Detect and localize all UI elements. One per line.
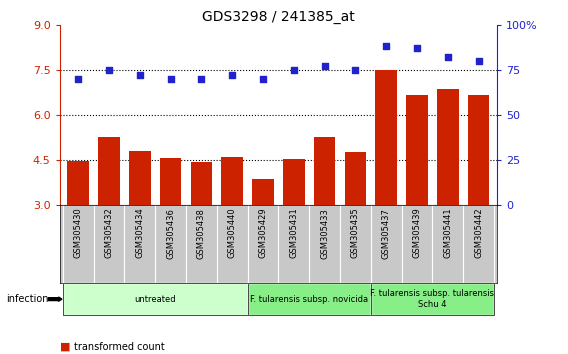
Bar	[467, 95, 489, 205]
Bar	[345, 152, 366, 205]
Point	[258, 76, 268, 82]
Text: F. tularensis subsp. novicida: F. tularensis subsp. novicida	[250, 295, 368, 304]
Text: GSM305438: GSM305438	[197, 208, 206, 258]
Text: GSM305437: GSM305437	[382, 208, 391, 258]
Text: GSM305429: GSM305429	[258, 208, 268, 258]
Bar	[62, 283, 248, 315]
Point	[412, 45, 421, 51]
Bar	[371, 283, 494, 315]
Text: GSM305439: GSM305439	[412, 208, 421, 258]
Point	[166, 76, 175, 82]
Text: GSM305435: GSM305435	[351, 208, 360, 258]
Text: GSM305441: GSM305441	[443, 208, 452, 258]
Bar	[248, 283, 371, 315]
Text: ■: ■	[60, 342, 70, 352]
Bar	[371, 283, 494, 315]
Text: GSM305442: GSM305442	[474, 208, 483, 258]
Point	[443, 55, 452, 60]
Text: GSM305433: GSM305433	[320, 208, 329, 258]
Bar	[62, 283, 248, 315]
Title: GDS3298 / 241385_at: GDS3298 / 241385_at	[202, 10, 354, 24]
Bar	[98, 137, 120, 205]
Text: GSM305440: GSM305440	[228, 208, 237, 258]
Point	[74, 76, 83, 82]
Bar	[314, 137, 335, 205]
Text: GSM305436: GSM305436	[166, 208, 175, 258]
Text: F. tularensis subsp. tularensis
Schu 4: F. tularensis subsp. tularensis Schu 4	[370, 290, 494, 309]
Point	[135, 73, 144, 78]
Point	[289, 67, 298, 73]
Text: untreated: untreated	[134, 295, 176, 304]
Bar	[406, 95, 428, 205]
Bar	[252, 179, 274, 205]
Text: GSM305431: GSM305431	[289, 208, 298, 258]
Point	[320, 63, 329, 69]
Point	[105, 67, 114, 73]
Point	[382, 44, 391, 49]
Bar	[222, 156, 243, 205]
Bar	[190, 162, 212, 205]
Bar	[129, 150, 151, 205]
Bar	[437, 88, 458, 205]
Bar	[248, 283, 371, 315]
Text: GSM305434: GSM305434	[135, 208, 144, 258]
Text: GSM305432: GSM305432	[105, 208, 114, 258]
Bar	[160, 158, 181, 205]
Point	[474, 58, 483, 64]
Text: transformed count: transformed count	[74, 342, 165, 352]
Bar	[283, 159, 304, 205]
Text: GSM305430: GSM305430	[74, 208, 82, 258]
Bar	[375, 70, 397, 205]
Text: infection: infection	[6, 294, 48, 304]
Point	[351, 67, 360, 73]
Point	[197, 76, 206, 82]
Bar	[68, 161, 89, 205]
Point	[228, 73, 237, 78]
